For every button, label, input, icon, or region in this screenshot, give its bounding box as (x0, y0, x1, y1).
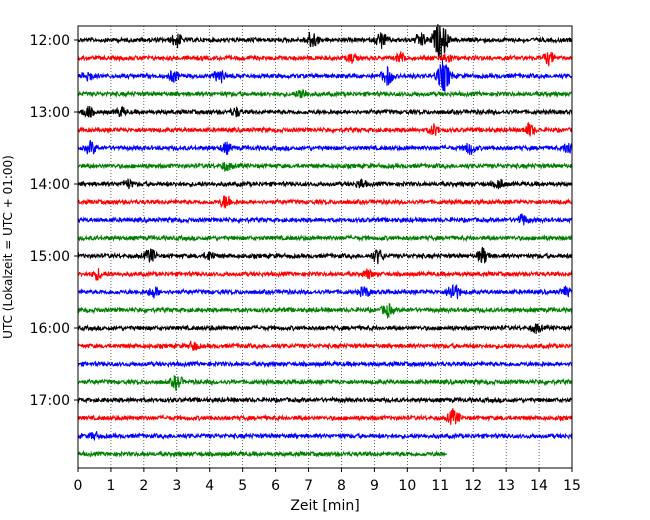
trace-17:30 (77, 449, 448, 459)
y-tick-label: 14:00 (30, 177, 70, 193)
x-tick-label: 3 (172, 478, 181, 494)
y-tick-label: 12:00 (30, 33, 70, 49)
plot-frame (77, 25, 573, 469)
x-tick-label: 9 (370, 478, 379, 494)
x-tick-label: 4 (205, 478, 214, 494)
trace-15:30 (77, 302, 573, 319)
seismic-traces (77, 23, 573, 459)
trace-16:30 (77, 375, 573, 391)
y-axis-ticks: 12:00 13:00 14:00 15:00 16:00 17:00 (30, 33, 78, 409)
trace-12:45 (77, 105, 573, 118)
x-tick-label: 5 (238, 478, 247, 494)
x-tick-label: 2 (139, 478, 148, 494)
x-tick-label: 14 (530, 478, 548, 494)
y-axis-label: UTC (Lokalzeit = UTC + 01:00) (1, 155, 15, 339)
trace-13:00 (77, 121, 573, 137)
trace-13:15 (77, 140, 573, 155)
x-tick-label: 12 (464, 478, 482, 494)
trace-12:15 (77, 60, 573, 93)
trace-14:45 (77, 246, 573, 265)
x-tick-label: 1 (106, 478, 115, 494)
trace-16:00 (77, 340, 573, 351)
x-tick-label: 0 (74, 478, 83, 494)
y-tick-label: 15:00 (30, 249, 70, 265)
x-tick-label: 15 (563, 478, 581, 494)
y-tick-label: 17:00 (30, 393, 70, 409)
x-tick-label: 13 (497, 478, 515, 494)
trace-17:00 (77, 408, 573, 425)
trace-16:15 (77, 359, 573, 369)
trace-12:00 (77, 51, 573, 67)
trace-13:30 (77, 161, 573, 172)
trace-15:15 (77, 283, 573, 300)
trace-15:00 (78, 267, 573, 281)
x-tick-label: 7 (304, 478, 313, 494)
trace-16:45 (77, 395, 573, 404)
trace-14:30 (77, 233, 573, 243)
y-tick-label: 16:00 (30, 321, 70, 337)
x-axis-label: Zeit [min] (290, 498, 359, 514)
trace-11:45 (77, 23, 573, 59)
trace-15:45 (77, 323, 573, 335)
trace-14:15 (77, 213, 573, 226)
y-tick-label: 13:00 (30, 105, 70, 121)
trace-17:15 (77, 431, 573, 441)
trace-14:00 (77, 195, 573, 209)
x-tick-label: 11 (431, 478, 449, 494)
x-axis-ticks: 0 1 2 3 4 5 6 7 8 9 10 11 12 13 14 15 (74, 468, 581, 494)
x-tick-label: 6 (271, 478, 280, 494)
trace-13:45 (77, 177, 573, 190)
x-tick-label: 10 (398, 478, 416, 494)
x-tick-label: 8 (337, 478, 346, 494)
trace-12:30 (77, 88, 573, 99)
